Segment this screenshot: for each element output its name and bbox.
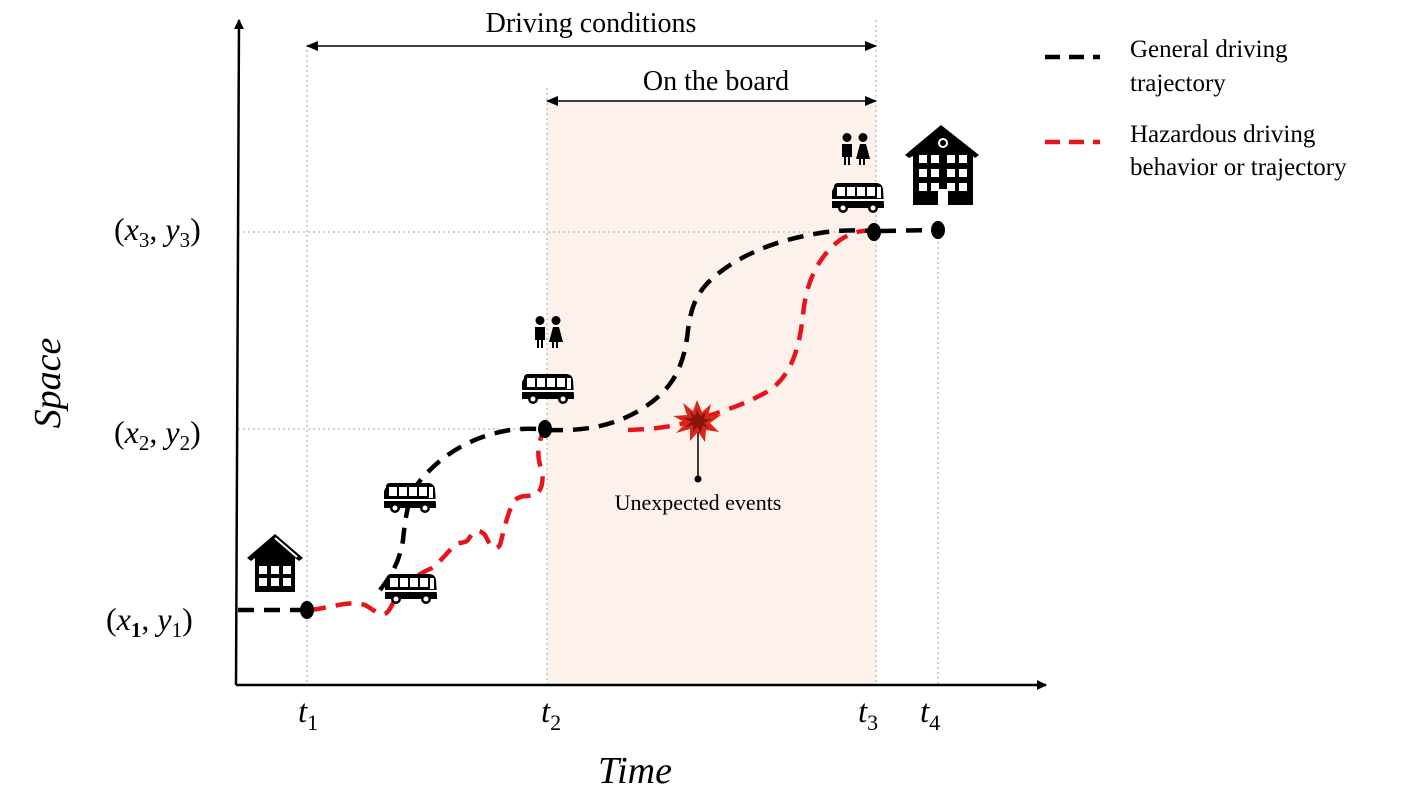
explosion-icon [673, 400, 721, 442]
legend-general-line1: General driving [1130, 36, 1288, 63]
space-label-2: (x2, y2) [114, 414, 201, 455]
driving-conditions-label: Driving conditions [486, 8, 697, 39]
x-axis-label: Time [598, 750, 672, 792]
legend-hazardous-line2: behavior or trajectory [1130, 154, 1347, 181]
on-the-board-label: On the board [643, 66, 789, 97]
space-label-3: (x3, y3) [114, 211, 201, 252]
time-labels: t1 t2 t3 t4 [298, 694, 940, 735]
time-label-t2: t2 [541, 694, 561, 735]
waypoint-t2 [538, 420, 552, 438]
waypoint-t3 [867, 223, 881, 241]
general-segment-4 [879, 227, 936, 234]
event-pin-dot [694, 475, 702, 483]
legend-hazardous-line1: Hazardous driving [1130, 121, 1316, 148]
space-label-1: (x1, y1) [106, 601, 193, 642]
time-label-t4: t4 [920, 694, 940, 735]
legend: General driving trajectory Hazardous dri… [1045, 36, 1347, 181]
time-gridlines [306, 20, 939, 685]
space-gridlines [238, 231, 875, 430]
space-labels: (x1, y1) (x2, y2) (x3, y3) [106, 211, 201, 642]
legend-general-line2: trajectory [1130, 70, 1226, 97]
general-segment-3 [546, 228, 873, 433]
unexpected-event-marker: Unexpected events [615, 400, 782, 515]
school-building-icon [905, 125, 979, 205]
house-icon [246, 533, 304, 593]
general-segment-2 [378, 426, 544, 592]
hazardous-segment-1 [309, 431, 546, 617]
y-axis-label: Space [27, 338, 69, 429]
general-trajectory [238, 227, 936, 613]
waypoints [300, 221, 945, 619]
waypoint-t1 [300, 601, 314, 619]
unexpected-events-label: Unexpected events [615, 490, 782, 515]
y-axis [233, 19, 244, 686]
time-label-t1: t1 [298, 694, 318, 735]
bus-icon-hazard [385, 574, 437, 604]
on-board-region [547, 100, 876, 685]
time-label-t3: t3 [858, 694, 878, 735]
waypoint-t4 [931, 221, 945, 239]
